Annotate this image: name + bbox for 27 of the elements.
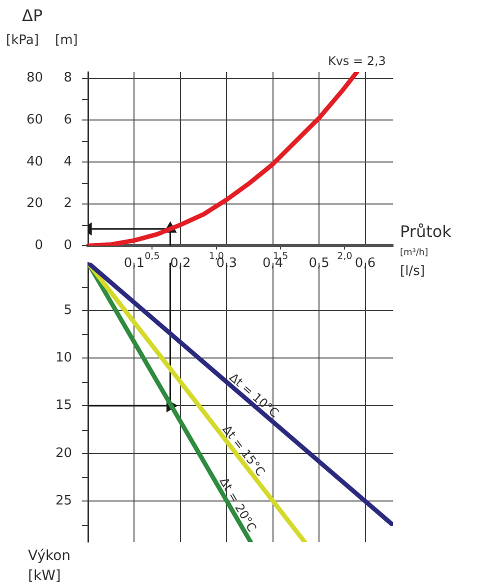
y-tick-label: 15	[55, 398, 72, 414]
x-tick-label: 0,2	[170, 256, 191, 271]
x-tick-label: 0,5	[308, 256, 330, 271]
y-tick-label: 5	[64, 302, 72, 318]
y-axis-title: [kPa]	[6, 33, 39, 48]
x-tick-label: 0,6	[354, 256, 376, 271]
text: Průtok	[400, 222, 452, 241]
y-tick-label: 20	[55, 446, 72, 461]
y-tick-label: 10	[55, 350, 72, 366]
text: ΔP	[22, 6, 43, 25]
y-tick-label: 20	[26, 196, 43, 212]
y2-tick-label: 4	[64, 154, 72, 170]
y2-tick-label: 2	[64, 196, 72, 212]
y-tick-label: 60	[26, 112, 43, 128]
x-axis-title: [l/s]	[400, 264, 425, 279]
y-axis-title: Výkon [kW]	[28, 547, 72, 586]
y2-tick-label: 6	[64, 112, 72, 128]
y2-tick-label: 8	[64, 70, 72, 86]
x2-tick-label: 2,0	[337, 250, 352, 262]
y2-axis-title: [m]	[55, 33, 78, 48]
y-tick-label: 25	[55, 493, 72, 508]
y-tick-label: 0	[34, 238, 43, 254]
series-label: Kvs = 2,3	[328, 54, 386, 68]
x-tick-label: 0,1	[124, 256, 145, 271]
x2-axis-title: [m³/h]	[400, 248, 428, 258]
y-tick-label: 40	[26, 154, 43, 170]
y-tick-label: 80	[26, 70, 43, 86]
